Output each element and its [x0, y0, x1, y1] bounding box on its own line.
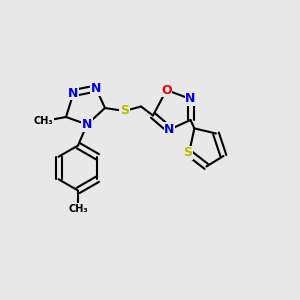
Text: N: N — [68, 86, 79, 100]
Text: S: S — [183, 146, 192, 160]
Text: CH₃: CH₃ — [68, 203, 88, 214]
Text: N: N — [185, 92, 196, 106]
Text: S: S — [120, 104, 129, 118]
Text: N: N — [164, 123, 175, 136]
Text: CH₃: CH₃ — [34, 116, 53, 126]
Text: O: O — [161, 83, 172, 97]
Text: N: N — [91, 82, 101, 95]
Text: N: N — [82, 118, 92, 131]
